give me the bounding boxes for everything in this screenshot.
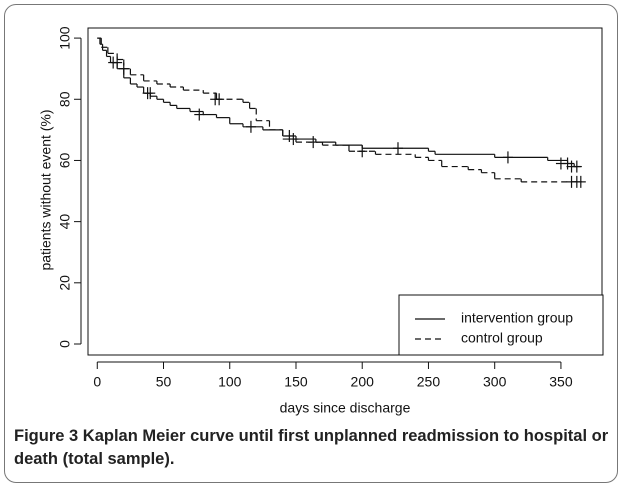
- censor-mark: [245, 120, 256, 133]
- chart: days since discharge patients without ev…: [38, 26, 604, 416]
- censor-mark: [288, 133, 299, 146]
- censor-mark: [214, 93, 225, 106]
- x-tick-label: 250: [417, 374, 441, 390]
- x-tick-label: 200: [351, 374, 375, 390]
- censor-mark: [502, 151, 513, 164]
- caption-label: Figure 3: [14, 427, 79, 445]
- x-tick-label: 0: [93, 374, 101, 390]
- y-tick-label: 40: [57, 214, 73, 230]
- y-tick-label: 60: [57, 152, 73, 168]
- y-tick-label: 80: [57, 91, 73, 107]
- censor-mark: [112, 56, 123, 69]
- figure-frame: [4, 4, 618, 483]
- y-tick-label: 0: [57, 340, 73, 348]
- y-axis-label: patients without event (%): [38, 109, 54, 270]
- x-tick-label: 50: [156, 374, 172, 390]
- y-tick-label: 100: [57, 26, 73, 50]
- censor-mark: [284, 129, 295, 142]
- x-tick-label: 150: [284, 374, 308, 390]
- x-tick-label: 350: [549, 374, 573, 390]
- censor-mark: [194, 108, 205, 121]
- y-tick-label: 20: [57, 275, 73, 291]
- censor-mark: [118, 62, 129, 75]
- x-axis-label: days since discharge: [280, 400, 411, 416]
- legend-box: [398, 294, 604, 356]
- caption: Figure 3 Kaplan Meier curve until first …: [14, 425, 614, 471]
- caption-text: Kaplan Meier curve until first unplanned…: [14, 427, 609, 468]
- censor-mark: [562, 157, 573, 170]
- x-tick-label: 300: [483, 374, 507, 390]
- censor-mark: [357, 145, 368, 158]
- plot-box: [87, 27, 603, 356]
- censor-mark: [571, 160, 582, 173]
- censor-mark: [575, 175, 586, 188]
- censor-mark: [392, 142, 403, 155]
- legend-label: intervention group: [461, 310, 573, 326]
- legend-label: control group: [461, 330, 543, 346]
- censor-mark: [145, 87, 156, 100]
- x-tick-label: 100: [218, 374, 242, 390]
